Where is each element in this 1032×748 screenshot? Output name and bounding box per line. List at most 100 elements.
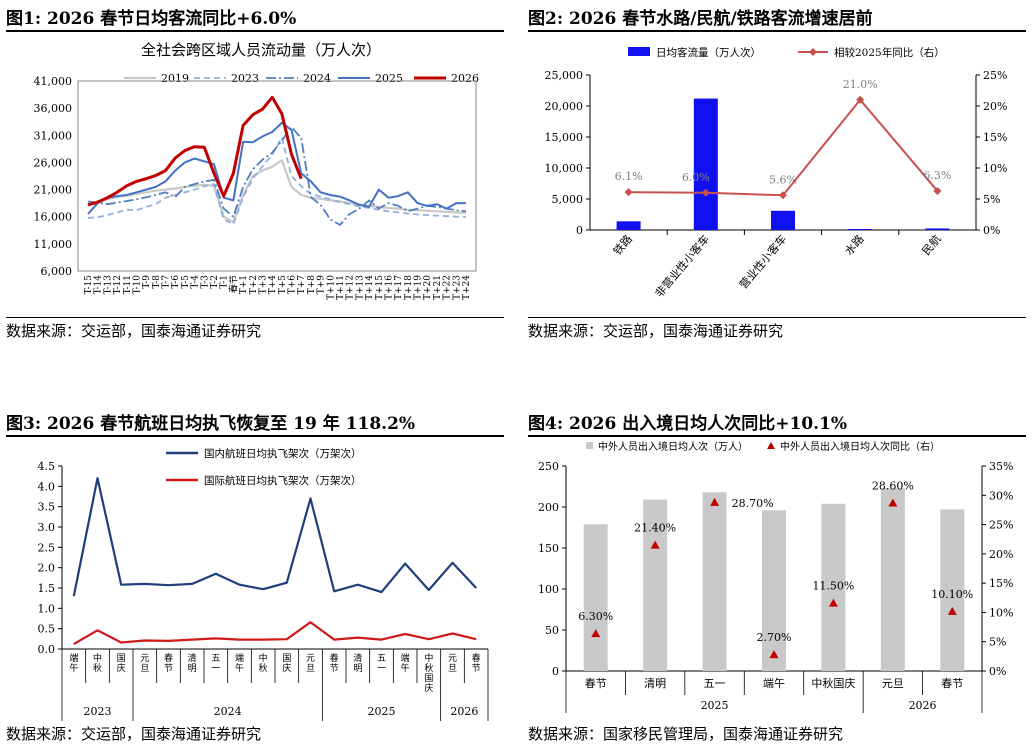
figure-1-panel: 图1: 2026 春节日均客流同比+6.0% 全社会跨区域人员流动量（万人次） 2…: [6, 0, 506, 345]
data-label: 5.6%: [769, 173, 797, 186]
bar-民航: [925, 228, 950, 230]
x-tick-label: T+5: [278, 275, 288, 295]
x-tick-label-char: 庆: [117, 662, 126, 674]
y2-tick-label: 5%: [989, 636, 1006, 649]
y2-tick-label: 0%: [989, 665, 1006, 678]
series-line-2025: [87, 121, 466, 215]
data-marker: [769, 650, 779, 659]
x-tick-label: 铁路: [611, 233, 635, 258]
x-tick-label: T-10: [132, 275, 142, 295]
data-marker: [888, 498, 898, 507]
chart-title: 全社会跨区域人员流动量（万人次）: [141, 41, 381, 59]
x-tick-label-char: 清: [188, 652, 197, 664]
data-marker: [624, 188, 633, 197]
data-label: 6.0%: [682, 171, 710, 184]
y-tick-label: 36,000: [34, 102, 73, 115]
x-tick-label-char: 元: [448, 654, 457, 664]
y-tick-label: 6,000: [41, 265, 73, 278]
data-label: 28.70%: [732, 497, 774, 510]
data-label: 6.3%: [923, 169, 951, 182]
figure-2-source: 数据来源：交运部，国泰海通证券研究: [528, 322, 784, 340]
figure-4-title-rule: [528, 435, 1026, 437]
x-tick-label: T-6: [171, 275, 181, 289]
x-tick-label: 春节: [227, 275, 239, 293]
bar-铁路: [616, 221, 641, 230]
data-label: 6.30%: [578, 610, 613, 623]
x-tick-label: T-9: [142, 275, 152, 289]
x-tick-label: T-15: [84, 275, 94, 295]
legend-label: 中外人员出入境日均人次同比（右）: [780, 440, 940, 453]
bar-中秋国庆: [821, 503, 846, 671]
y-tick-label: 50: [545, 624, 559, 637]
x-tick-label: T-4: [191, 275, 201, 289]
legend-label: 国际航班日均执飞架次（万架次）: [204, 474, 362, 487]
legend-label: 2024: [303, 72, 331, 85]
bar-营业性小客车: [771, 210, 795, 230]
x-tick-label-char: 午: [401, 662, 410, 674]
x-tick-label: T+11: [336, 275, 346, 300]
x-tick-label-char: 秋: [424, 662, 433, 674]
y-tick-label: 4.0: [38, 480, 56, 493]
x-tick-label-char: 五: [211, 654, 220, 664]
y2-tick-label: 15%: [983, 131, 1007, 144]
x-tick-label: T+10: [326, 275, 336, 300]
x-tick-label: T+13: [355, 275, 365, 300]
legend-label: 日均客流量（万人次）: [656, 46, 761, 59]
x-tick-label: T+14: [365, 275, 375, 300]
x-tick-label: T-14: [94, 275, 104, 295]
figure-2-chart: 日均客流量（万人次） 相较2025年同比（右） 0 5,000 10,000 15,000…: [545, 46, 1008, 300]
x-tick-label: T-3: [200, 275, 210, 289]
x-tick-label-char: 节: [330, 663, 339, 674]
x-tick-label: T+2: [249, 275, 259, 294]
y-tick-label: 15,000: [545, 131, 584, 144]
group-label: 2024: [214, 705, 242, 718]
bar-非营业性小客车: [693, 98, 718, 230]
x-tick-label-char: 旦: [140, 663, 149, 674]
data-marker: [650, 540, 660, 549]
data-marker: [947, 606, 957, 615]
legend-label: 2023: [231, 72, 259, 85]
x-tick-label-char: 春: [330, 652, 339, 664]
y-tick-label: 3.0: [38, 521, 56, 534]
y2-tick-label: 30%: [989, 489, 1013, 502]
y2-tick-label: 20%: [989, 548, 1013, 561]
y-tick-label: 0.0: [38, 643, 56, 656]
group-label: 2025: [368, 705, 396, 718]
legend-label: 国内航班日均执飞架次（万架次）: [204, 447, 362, 460]
x-tick-label: T+9: [317, 275, 327, 295]
x-tick-label-char: 春: [472, 652, 481, 664]
bar-水路: [848, 229, 873, 230]
y-tick-label: 100: [538, 583, 559, 596]
y-tick-label: 3.5: [38, 501, 56, 514]
y-tick-label: 41,000: [34, 75, 73, 88]
legend-swatch-bar: [586, 442, 593, 449]
x-tick-label-char: 旦: [306, 663, 315, 674]
x-tick-label: T-5: [181, 275, 191, 289]
legend-label: 2025: [375, 72, 403, 85]
data-marker: [828, 598, 838, 607]
bar-元旦: [880, 488, 905, 671]
legend-label: 中外人员出入境日均人次（万人）: [598, 440, 748, 453]
y-tick-label: 11,000: [34, 238, 73, 251]
y2-tick-label: 15%: [989, 577, 1013, 590]
y-tick-label: 26,000: [34, 156, 73, 169]
x-tick-label-char: 一: [377, 664, 386, 674]
figure-1-chart: 全社会跨区域人员流动量（万人次） 2019 2023 2024 2025 2026 6,00…: [34, 41, 480, 300]
x-tick-label: 民航: [919, 232, 944, 258]
x-tick-label: T+15: [375, 275, 385, 300]
x-tick-label: T-12: [113, 275, 123, 294]
y-tick-label: 1.0: [38, 602, 56, 615]
series-line-2024: [87, 126, 467, 226]
data-label: 21.40%: [634, 522, 676, 535]
y-tick-label: 2.0: [38, 562, 56, 575]
x-tick-label-char: 春: [164, 652, 173, 664]
data-label: 21.0%: [843, 78, 878, 91]
figure-2-panel: 图2: 2026 春节水路/民航/铁路客流增速居前 日均客流量（万人次） 相较20…: [528, 0, 1028, 345]
x-tick-label: T-11: [123, 275, 133, 294]
y2-tick-label: 5%: [983, 193, 1000, 206]
x-tick-label-char: 端: [401, 652, 410, 664]
data-marker: [591, 629, 601, 638]
y2-tick-label: 35%: [989, 460, 1013, 473]
y2-tick-label: 20%: [983, 100, 1007, 113]
